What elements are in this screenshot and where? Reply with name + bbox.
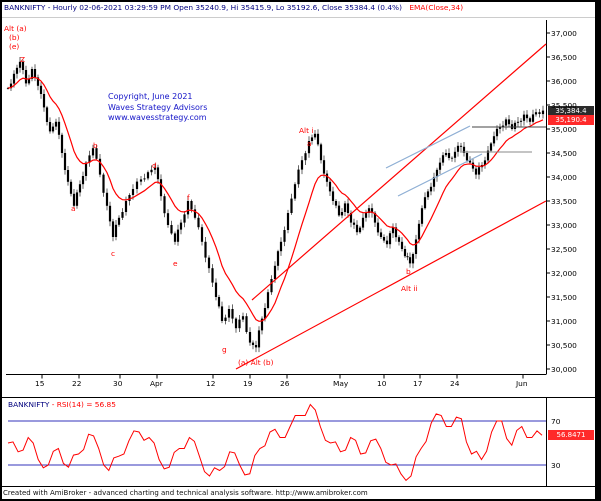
window-border-right — [595, 0, 601, 501]
trendlines — [235, 43, 547, 370]
rsi-panel-title: BANKNIFTY - RSI(14) = 56.85 — [8, 400, 116, 409]
ema-value-tag: 35,190.4 — [548, 114, 594, 125]
window-border-bottom — [0, 499, 601, 501]
rsi-indicator-value: - RSI(14) = 56.85 — [49, 400, 116, 409]
status-bar: Created with AmiBroker - advanced charti… — [3, 487, 593, 499]
candlestick-series — [6, 57, 545, 353]
watermark-line1: Copyright, June 2021 — [108, 92, 193, 101]
rsi-levels — [8, 420, 546, 466]
window-border-left — [0, 0, 2, 501]
watermark: Copyright, June 2021 Waves Strategy Advi… — [108, 92, 207, 124]
axes — [0, 17, 595, 487]
ema-legend: EMA(Close,34) — [409, 3, 464, 12]
price-title-text: BANKNIFTY - Hourly 02-06-2021 03:29:59 P… — [4, 3, 402, 12]
rsi-value-tag: 56.8471 — [548, 430, 594, 441]
rsi-line — [7, 403, 543, 482]
rsi-symbol: BANKNIFTY — [8, 400, 50, 409]
watermark-website: www.wavesstrategy.com — [108, 113, 207, 122]
watermark-line2: Waves Strategy Advisors — [108, 102, 208, 112]
ema-line — [7, 76, 544, 322]
status-text: Created with AmiBroker - advanced charti… — [3, 489, 368, 497]
window-border-top — [0, 0, 601, 2]
last-price-tag: 35,384.4 — [548, 105, 594, 116]
price-panel-title: BANKNIFTY - Hourly 02-06-2021 03:29:59 P… — [4, 3, 592, 15]
